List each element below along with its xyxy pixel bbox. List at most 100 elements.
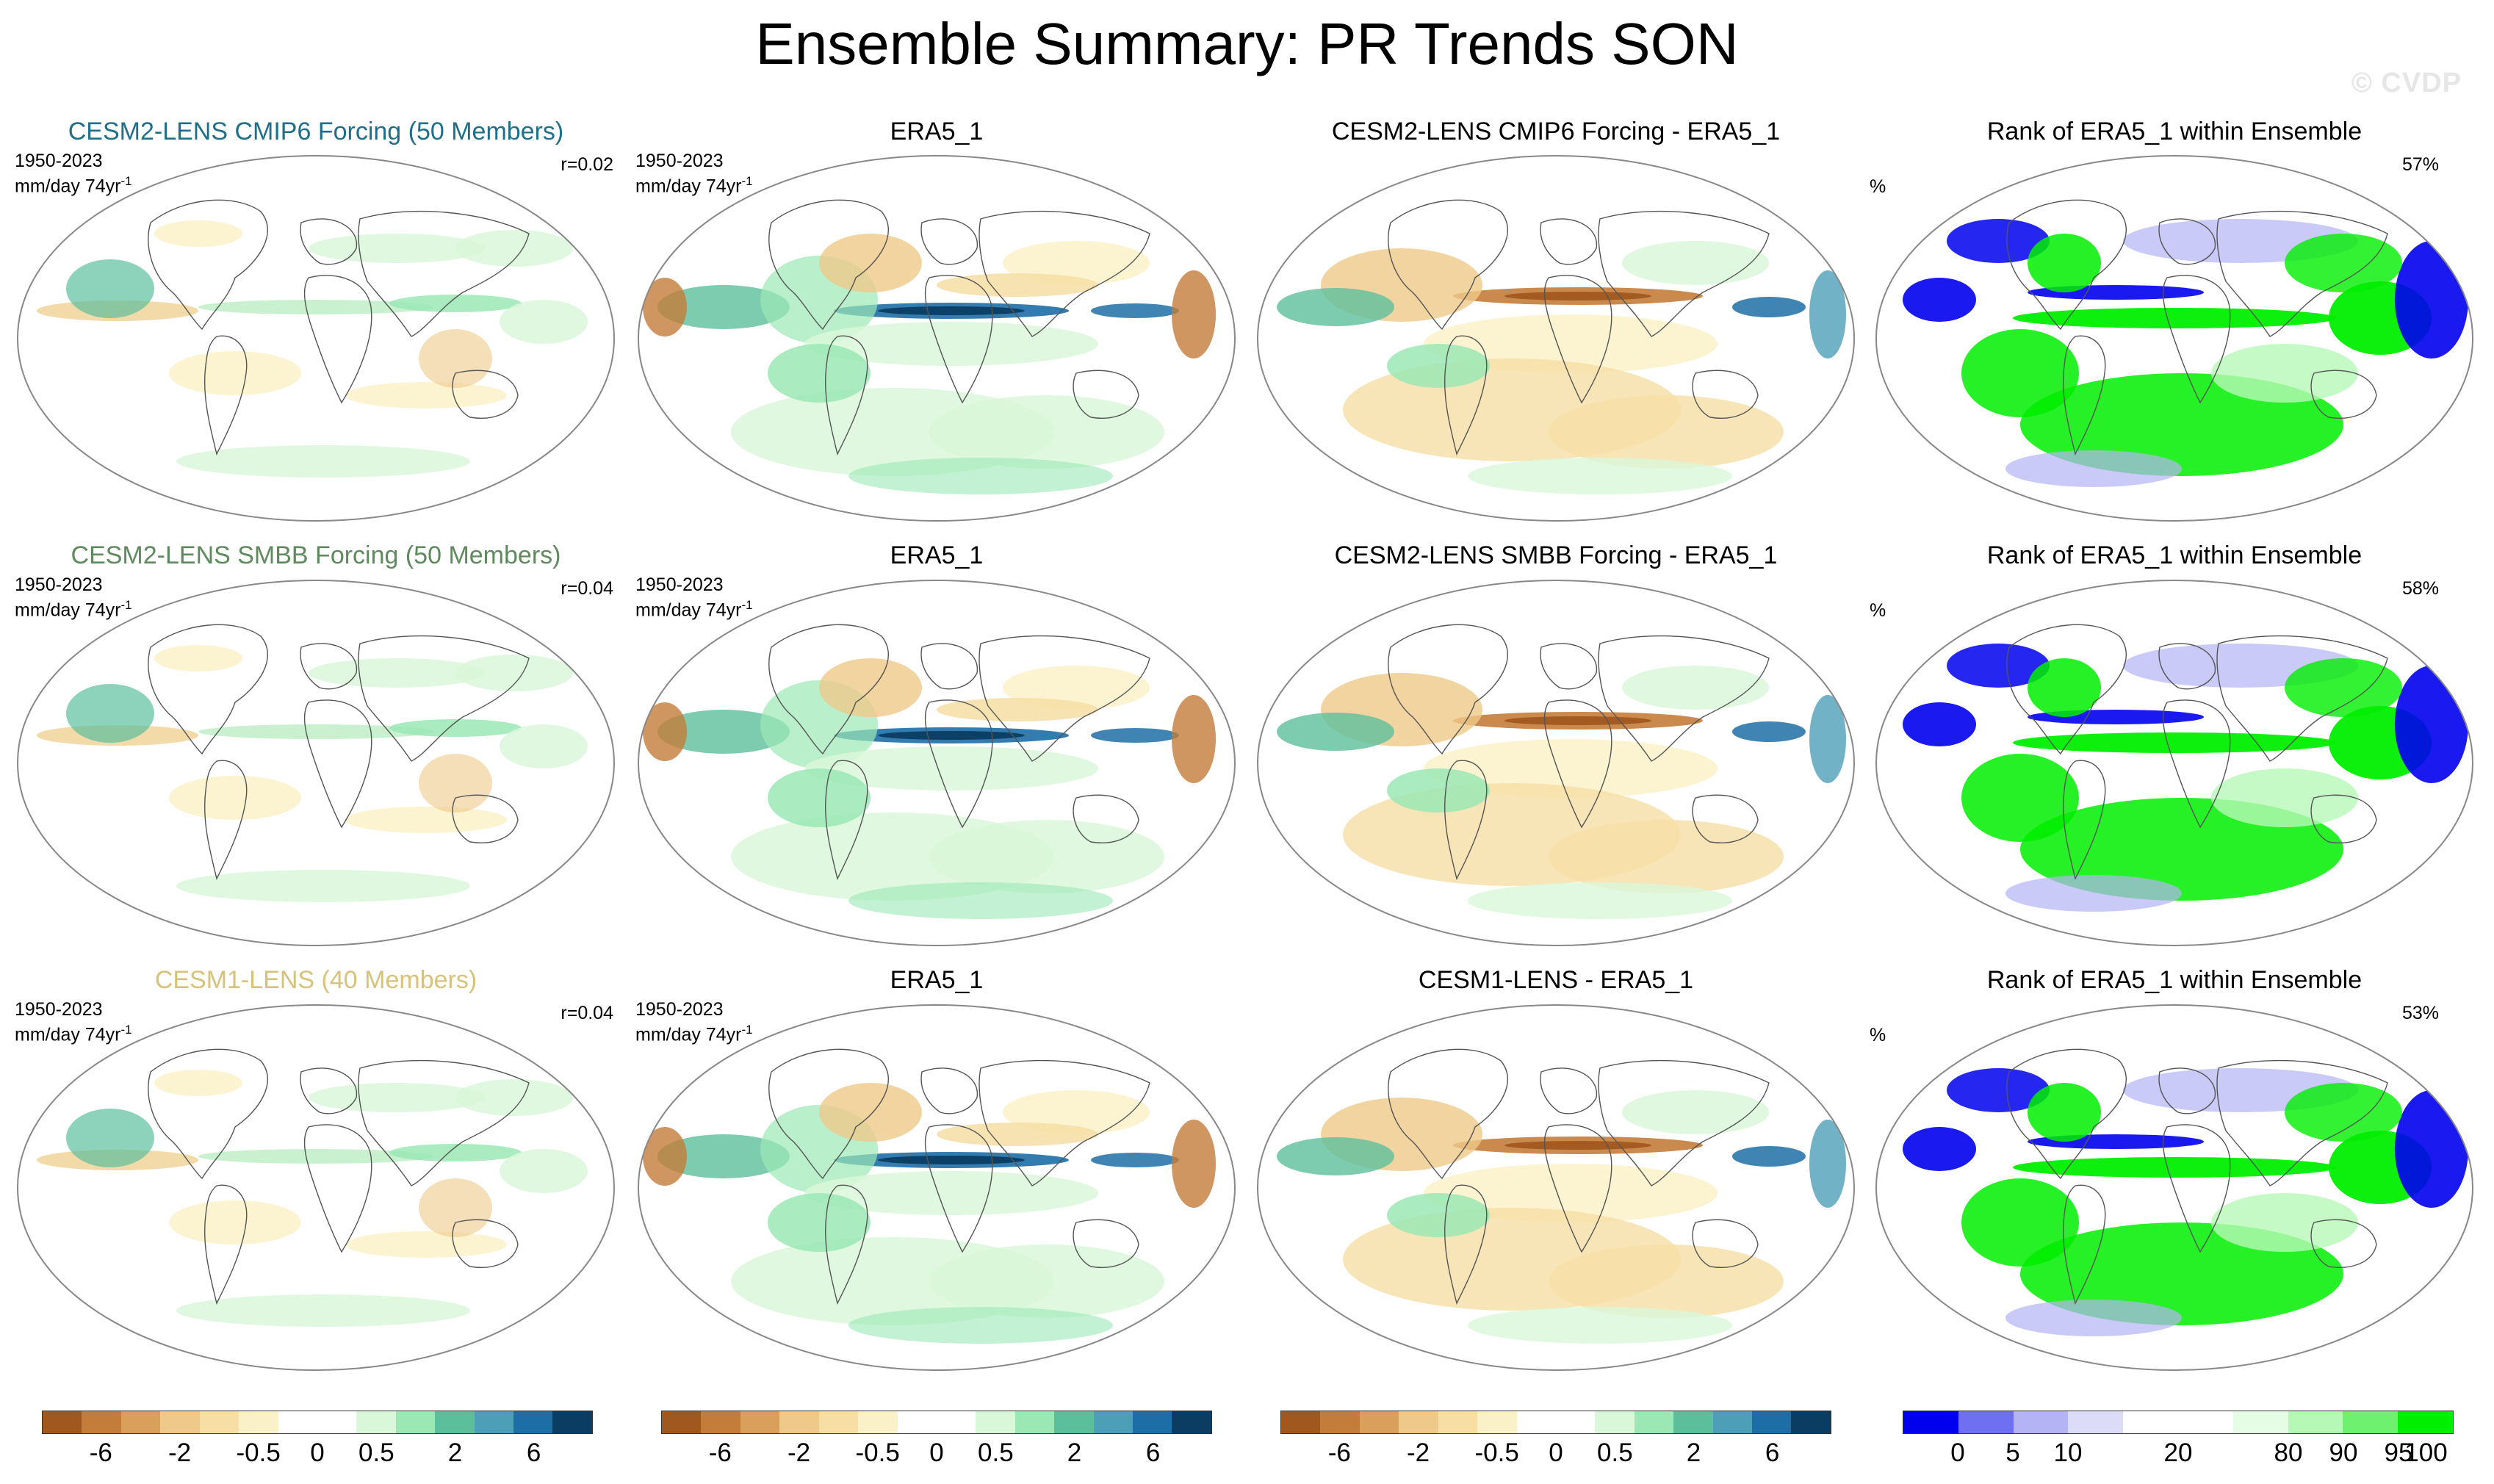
- coastline: [1073, 794, 1139, 843]
- colorbar-swatch: [1634, 1411, 1674, 1433]
- coastline: [2158, 1067, 2216, 1114]
- coastline: [203, 760, 248, 881]
- map-border: [1875, 580, 2473, 946]
- colorbar-swatch: [160, 1411, 200, 1433]
- units-label: mm/day 74yr-1: [635, 171, 753, 196]
- period-label: 1950-2023: [635, 151, 724, 171]
- field-shading: [768, 768, 871, 827]
- field-shading: [2211, 1193, 2358, 1252]
- units-label: mm/day 74yr-1: [15, 171, 132, 196]
- coastline: [148, 199, 268, 331]
- field-shading: [2395, 241, 2468, 359]
- colorbar-swatch: [2123, 1411, 2178, 1433]
- units-exponent: -1: [741, 174, 753, 188]
- diff-map-row-0: [1257, 155, 1855, 522]
- coastline: [1388, 1048, 1508, 1180]
- colorbar-swatch: [1014, 1411, 1055, 1433]
- colorbar-swatch: [2177, 1411, 2233, 1433]
- coastline: [2062, 335, 2106, 456]
- colorbar-swatch: [239, 1411, 278, 1433]
- coastline: [1388, 199, 1508, 331]
- diff-map-row-1: [1257, 580, 1855, 946]
- diff-panel-title: CESM2-LENS SMBB Forcing - ERA5_1: [1334, 541, 1778, 569]
- field-shading: [1622, 241, 1769, 285]
- coastline: [1598, 635, 1770, 762]
- coastline: [303, 275, 372, 404]
- field-shading: [1424, 314, 1718, 373]
- field-shading: [848, 1307, 1113, 1344]
- field-shading: [1504, 716, 1651, 725]
- field-shading: [2285, 234, 2402, 292]
- field-shading: [937, 698, 1098, 721]
- coastline: [2216, 210, 2388, 337]
- coastline: [768, 199, 889, 331]
- field-shading: [1622, 1090, 1769, 1134]
- pattern-correlation: r=0.04: [561, 1003, 613, 1023]
- field-shading: [1387, 768, 1490, 813]
- coastline: [1388, 624, 1508, 755]
- colorbar-swatch: [818, 1411, 859, 1433]
- field-shading: [66, 684, 154, 743]
- colorbar-tick-label: 10: [2053, 1438, 2083, 1467]
- field-shading: [2395, 666, 2468, 783]
- coastline: [1692, 370, 1759, 419]
- colorbar-swatch: [278, 1411, 317, 1433]
- field-shading: [176, 445, 470, 478]
- field-shading: [66, 259, 154, 318]
- field-shading: [154, 220, 242, 247]
- colorbar-tick-label: -0.5: [1474, 1438, 1519, 1467]
- field-shading: [1903, 278, 1976, 322]
- rank-panel-title: Rank of ERA5_1 within Ensemble: [1986, 966, 2363, 994]
- colorbar-swatch: [1054, 1411, 1094, 1433]
- diff-panel-title: CESM2-LENS CMIP6 Forcing - ERA5_1: [1331, 118, 1781, 145]
- coastline: [2006, 1048, 2127, 1180]
- field-shading: [345, 807, 507, 833]
- colorbar-tick-label: -6: [89, 1438, 112, 1467]
- model-panel-title: CESM1-LENS (40 Members): [154, 966, 477, 994]
- model-panel-title: CESM2-LENS SMBB Forcing (50 Members): [71, 541, 561, 569]
- obs-panel-title: ERA5_1: [890, 118, 984, 145]
- colorbar-swatch: [976, 1411, 1015, 1433]
- units-exponent: -1: [120, 174, 132, 188]
- coastline: [1692, 1219, 1759, 1268]
- colorbar-swatch: [2068, 1411, 2124, 1433]
- field-shading: [819, 234, 922, 292]
- field-shading: [455, 655, 573, 691]
- colorbar-tick-label: -2: [787, 1438, 811, 1467]
- field-shading: [768, 344, 871, 403]
- field-shading: [345, 382, 507, 408]
- model-map-row-1: [17, 580, 615, 946]
- rank-unit-label: %: [1870, 176, 1886, 197]
- coastline: [1543, 275, 1612, 404]
- field-shading: [929, 395, 1164, 469]
- field-shading: [1172, 270, 1216, 359]
- colorbar-swatch: [1359, 1411, 1399, 1433]
- colorbar-swatch: [662, 1411, 702, 1433]
- map-border: [638, 1004, 1236, 1371]
- rank-panel-title: Rank of ERA5_1 within Ensemble: [1986, 541, 2363, 569]
- colorbar-swatch: [1320, 1411, 1360, 1433]
- colorbar-tick-label: -0.5: [236, 1438, 281, 1467]
- units-exponent: -1: [741, 1023, 753, 1037]
- rank-unit-label: %: [1870, 1025, 1886, 1045]
- colorbar-swatch: [1752, 1411, 1792, 1433]
- coastline: [300, 1067, 357, 1114]
- coastline: [1444, 760, 1488, 881]
- field-shading: [169, 776, 301, 820]
- coastline: [203, 335, 248, 456]
- colorbar-swatch: [2343, 1411, 2399, 1433]
- colorbar-swatch: [82, 1411, 121, 1433]
- colorbar-tick-label: 80: [2274, 1438, 2303, 1467]
- coastline: [303, 1124, 372, 1253]
- colorbar-swatch: [1172, 1411, 1211, 1433]
- field-shading: [2013, 308, 2336, 328]
- period-label: 1950-2023: [15, 151, 103, 171]
- field-shading: [389, 295, 522, 312]
- field-shading: [176, 1294, 470, 1327]
- period-label: 1950-2023: [635, 999, 724, 1020]
- coastline: [1540, 643, 1597, 690]
- obs-panel-title: ERA5_1: [890, 966, 984, 994]
- colorbar-swatch: [936, 1411, 976, 1433]
- coastline: [768, 624, 889, 755]
- field-shading: [1387, 1193, 1490, 1237]
